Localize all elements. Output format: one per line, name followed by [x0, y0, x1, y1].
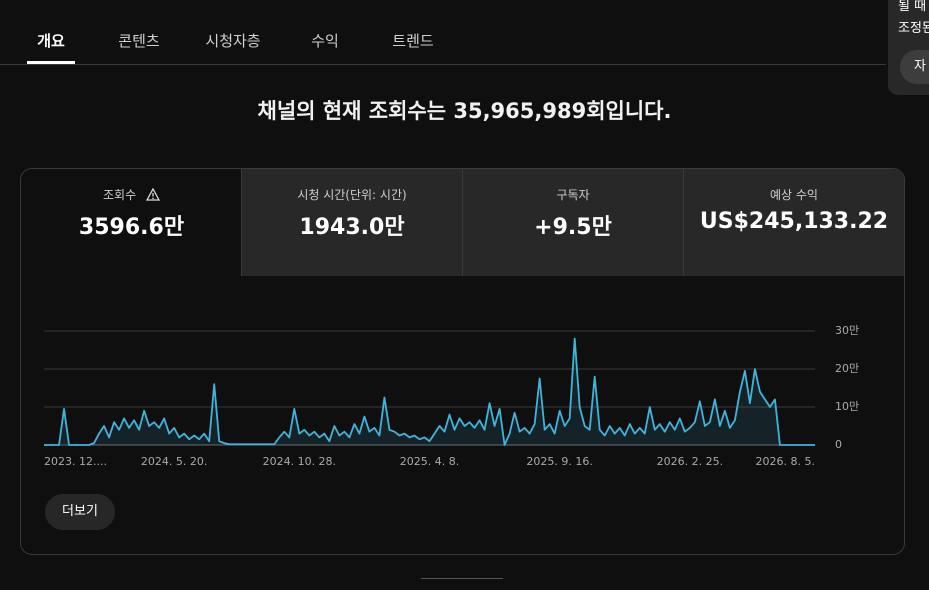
x-tick-label: 2025. 9. 16.	[526, 455, 592, 468]
metric-tab[interactable]: 시청 시간(단위: 시간) 1943.0만	[241, 169, 462, 276]
metric-value: US$245,133.22	[699, 209, 889, 234]
tab[interactable]: 트렌드	[392, 32, 434, 50]
y-tick-label: 30만	[835, 324, 859, 337]
y-tick-label: 20만	[835, 362, 859, 375]
popup-text: 조정된	[898, 21, 929, 36]
x-tick-label: 2026. 8. 5.	[756, 455, 815, 468]
analytics-card: 조회수 3596.6만 시청 시간(단위: 시간) 1943.0만 구독자 +9…	[20, 168, 905, 555]
metric-tab[interactable]: 구독자 +9.5만	[462, 169, 683, 276]
popup: 될 때 조정된 자	[888, 0, 929, 95]
popup-text: 될 때	[898, 0, 927, 14]
x-tick-label: 2023. 12....	[44, 455, 107, 468]
y-tick-label: 0	[835, 438, 842, 451]
line	[44, 337, 815, 446]
more-button[interactable]: 더보기	[45, 494, 115, 530]
x-tick-label: 2024. 10. 28.	[263, 455, 336, 468]
tab-indicator	[27, 61, 75, 64]
x-tick-label: 2025. 4. 8.	[400, 455, 459, 468]
x-tick-label: 2026. 2. 25.	[657, 455, 723, 468]
metric-label: 시청 시간(단위: 시간)	[297, 188, 407, 202]
divider	[421, 578, 503, 579]
divider	[0, 64, 886, 65]
popup-button[interactable]: 자	[900, 50, 929, 84]
metric-value: +9.5만	[534, 215, 612, 240]
y-tick-label: 10만	[835, 400, 859, 413]
metric-label: 구독자	[556, 188, 590, 202]
x-tick-label: 2024. 5. 20.	[141, 455, 207, 468]
tab[interactable]: 수익	[311, 32, 339, 50]
area	[44, 338, 815, 445]
metric-value: 3596.6만	[78, 215, 185, 240]
metric-tab[interactable]: 조회수 3596.6만	[21, 169, 242, 276]
tab[interactable]: 시청자층	[205, 32, 261, 50]
warning-icon	[145, 187, 161, 201]
metric-label: 예상 수익	[770, 188, 818, 202]
headline: 채널의 현재 조회수는 35,965,989회입니다.	[257, 99, 672, 123]
metric-label: 조회수	[103, 188, 137, 202]
metric-value: 1943.0만	[299, 215, 405, 240]
metric-tab[interactable]: 예상 수익 US$245,133.22	[683, 169, 904, 276]
tab[interactable]: 개요	[37, 32, 65, 50]
tab[interactable]: 콘텐츠	[118, 32, 160, 50]
